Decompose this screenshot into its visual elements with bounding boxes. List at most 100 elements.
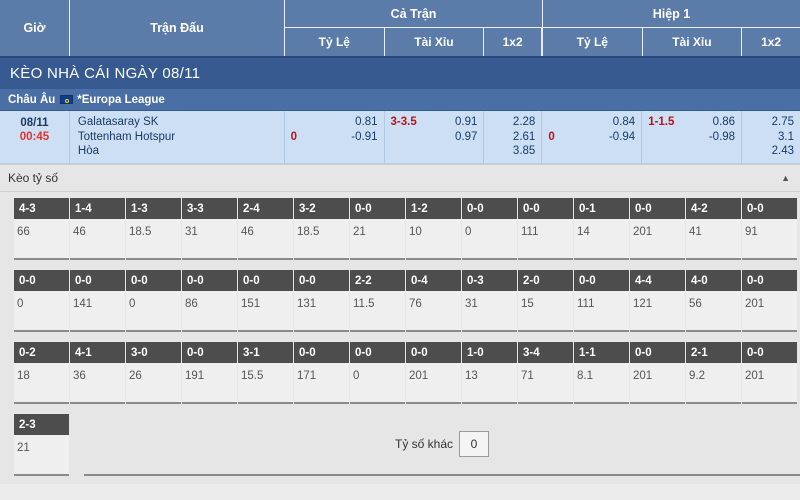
- half-ou-over-odd[interactable]: 0.86: [712, 116, 736, 128]
- score-odd: 18.5: [297, 226, 320, 238]
- full-handicap-home-odd[interactable]: 0.81: [355, 116, 378, 128]
- score-cell[interactable]: 4-0 56: [686, 270, 741, 332]
- score-cell[interactable]: 0-4 76: [406, 270, 461, 332]
- score-odd: 201: [633, 370, 653, 382]
- score-odd: 26: [129, 370, 142, 382]
- column-header-hiep-1-tai-xiu: Tài Xỉu: [643, 28, 743, 56]
- odds-full-1x2[interactable]: 2.28 2.61 3.85: [484, 111, 543, 164]
- score-chip: 2-2: [350, 270, 405, 291]
- full-ou-over-odd[interactable]: 0.91: [454, 116, 478, 128]
- score-cell[interactable]: 0-0 0: [14, 270, 69, 332]
- score-cell[interactable]: 3-1 15.5: [238, 342, 293, 404]
- score-cell[interactable]: 2-0 15: [518, 270, 573, 332]
- odds-full-over-under[interactable]: 3-3.5 0.91 0.97: [385, 111, 485, 164]
- table-row[interactable]: 08/11 00:45 Galatasaray SK Tottenham Hot…: [0, 111, 800, 164]
- score-cell[interactable]: 4-4 121: [630, 270, 685, 332]
- odds-half-handicap[interactable]: 0 0.84 -0.94: [542, 111, 643, 164]
- score-cell[interactable]: 2-3 21: [14, 414, 69, 476]
- score-chip: 0-0: [574, 270, 629, 291]
- score-odd: 151: [241, 298, 261, 310]
- score-cell[interactable]: 0-0 21: [350, 198, 405, 260]
- score-cell[interactable]: 2-1 9.2: [686, 342, 741, 404]
- score-cell[interactable]: 3-0 26: [126, 342, 181, 404]
- score-cell[interactable]: 1-1 8.1: [574, 342, 629, 404]
- match-kickoff-time: 00:45: [19, 131, 50, 143]
- chevron-up-icon[interactable]: ▲: [781, 172, 790, 183]
- score-cell[interactable]: 0-3 31: [462, 270, 517, 332]
- score-odd: 201: [745, 298, 765, 310]
- score-cell[interactable]: 1-2 10: [406, 198, 461, 260]
- score-odd: 56: [689, 298, 702, 310]
- full-handicap-line[interactable]: 0: [290, 130, 298, 143]
- score-chip: 2-4: [238, 198, 293, 219]
- odds-half-over-under[interactable]: 1-1.5 0.86 -0.98: [642, 111, 743, 164]
- score-odd: 21: [353, 226, 366, 238]
- odds-half-1x2[interactable]: 2.75 3.1 2.43: [742, 111, 800, 164]
- score-cell[interactable]: 0-0 151: [238, 270, 293, 332]
- score-cell[interactable]: 2-2 11.5: [350, 270, 405, 332]
- score-cell[interactable]: 1-3 18.5: [126, 198, 181, 260]
- score-chip: 0-0: [238, 270, 293, 291]
- score-cell[interactable]: 0-0 201: [406, 342, 461, 404]
- score-odd: 111: [521, 226, 539, 238]
- full-ou-under-odd[interactable]: 0.97: [454, 130, 478, 143]
- score-chip: 0-0: [518, 198, 573, 219]
- score-chip: 0-0: [630, 342, 685, 363]
- score-cell[interactable]: 0-0 111: [518, 198, 573, 260]
- score-cell[interactable]: 0-0 0: [462, 198, 517, 260]
- score-cell[interactable]: 0-0 201: [630, 198, 685, 260]
- score-cell[interactable]: 0-0 201: [630, 342, 685, 404]
- odds-full-handicap[interactable]: 0 0.81 -0.91: [285, 111, 385, 164]
- score-cell[interactable]: 0-0 201: [742, 270, 797, 332]
- score-cell[interactable]: 0-0 86: [182, 270, 237, 332]
- full-handicap-away-odd[interactable]: -0.91: [351, 130, 378, 143]
- away-team-name: Tottenham Hotspur: [77, 130, 176, 143]
- score-cell[interactable]: 0-2 18: [14, 342, 69, 404]
- half-1x2-home[interactable]: 2.75: [771, 116, 794, 128]
- score-cell[interactable]: 0-0 0: [350, 342, 405, 404]
- score-odd: 201: [633, 226, 653, 238]
- score-cell[interactable]: 0-0 141: [70, 270, 125, 332]
- half-ou-line[interactable]: 1-1.5: [648, 116, 675, 128]
- league-row[interactable]: Châu Âu *Europa League: [0, 89, 800, 111]
- score-cell[interactable]: 0-1 14: [574, 198, 629, 260]
- score-cell[interactable]: 3-2 18.5: [294, 198, 349, 260]
- half-1x2-away[interactable]: 2.43: [771, 145, 794, 157]
- column-group-label-hiep-1: Hiệp 1: [543, 0, 800, 28]
- score-odd: 0: [465, 226, 472, 238]
- score-cell[interactable]: 3-4 71: [518, 342, 573, 404]
- score-section-header[interactable]: Kèo tỷ số ▲: [0, 164, 800, 192]
- score-cell[interactable]: 4-3 66: [14, 198, 69, 260]
- score-cell[interactable]: 1-4 46: [70, 198, 125, 260]
- half-ou-under-odd[interactable]: -0.98: [708, 130, 736, 143]
- other-score-value[interactable]: 0: [459, 431, 490, 457]
- half-handicap-away-odd[interactable]: -0.94: [608, 130, 636, 143]
- score-cell[interactable]: 0-0 91: [742, 198, 797, 260]
- score-cell[interactable]: 0-0 111: [574, 270, 629, 332]
- full-1x2-home[interactable]: 2.28: [512, 116, 536, 128]
- score-chip: 0-0: [350, 342, 405, 363]
- score-cell[interactable]: 4-2 41: [686, 198, 741, 260]
- half-handicap-home-odd[interactable]: 0.84: [612, 116, 636, 128]
- score-cell[interactable]: 1-0 13: [462, 342, 517, 404]
- full-1x2-away[interactable]: 3.85: [512, 145, 536, 157]
- score-cell[interactable]: 4-1 36: [70, 342, 125, 404]
- score-odd: 46: [73, 226, 86, 238]
- score-cell[interactable]: 3-3 31: [182, 198, 237, 260]
- score-odd: 46: [241, 226, 254, 238]
- score-cell[interactable]: 0-0 131: [294, 270, 349, 332]
- score-cell[interactable]: 0-0 191: [182, 342, 237, 404]
- score-odd: 10: [409, 226, 422, 238]
- score-cell[interactable]: 0-0 0: [126, 270, 181, 332]
- column-header-tran-dau: Trận Đấu: [70, 0, 285, 56]
- score-chip: 1-2: [406, 198, 461, 219]
- full-1x2-draw[interactable]: 2.61: [512, 130, 536, 143]
- half-1x2-draw[interactable]: 3.1: [778, 130, 794, 143]
- half-handicap-line[interactable]: 0: [548, 130, 555, 143]
- score-cell[interactable]: 2-4 46: [238, 198, 293, 260]
- score-chip: 1-1: [574, 342, 629, 363]
- score-cell[interactable]: 0-0 171: [294, 342, 349, 404]
- score-cell[interactable]: 0-0 201: [742, 342, 797, 404]
- score-chip: 0-2: [14, 342, 69, 363]
- full-ou-line[interactable]: 3-3.5: [390, 116, 417, 128]
